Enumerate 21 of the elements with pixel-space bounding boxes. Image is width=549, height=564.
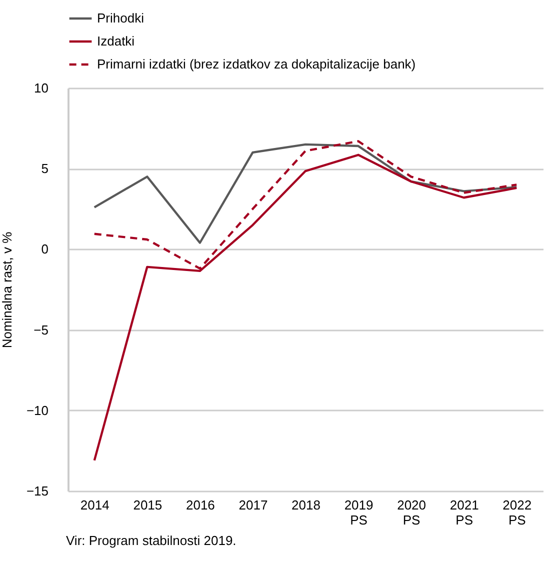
- legend-label: Prihodki: [97, 10, 144, 26]
- x-tick-label: 2019 PS: [344, 498, 374, 528]
- y-tick-label: −5: [34, 322, 48, 338]
- y-tick-label: 10: [34, 80, 48, 96]
- x-tick-label: 2022 PS: [502, 498, 532, 528]
- text: Vir: Program stabilnosti 2019.: [66, 533, 236, 548]
- line-series: [93, 143, 518, 244]
- x-tick-label: 2021 PS: [450, 498, 479, 528]
- legend-label: Primarni izdatki (brez izdatkov za dokapitalizacije bank): [97, 56, 416, 72]
- x-tick-label: 2014: [80, 498, 110, 512]
- x-tick-label: 2016: [186, 498, 215, 512]
- legend-label: Izdatki: [97, 34, 135, 48]
- x-tick-label: 2020 PS: [397, 498, 426, 528]
- y-tick-label: −15: [26, 484, 48, 498]
- x-tick-label: 2018: [292, 498, 320, 512]
- y-tick-label: 5: [41, 161, 48, 176]
- y-tick-label: 0: [41, 242, 48, 257]
- x-tick-label: 2017: [238, 498, 268, 512]
- x-tick-label: 2015: [133, 498, 162, 512]
- y-axis-title: Nominalna rast, v %: [0, 231, 14, 348]
- y-tick-label: −10: [26, 402, 48, 418]
